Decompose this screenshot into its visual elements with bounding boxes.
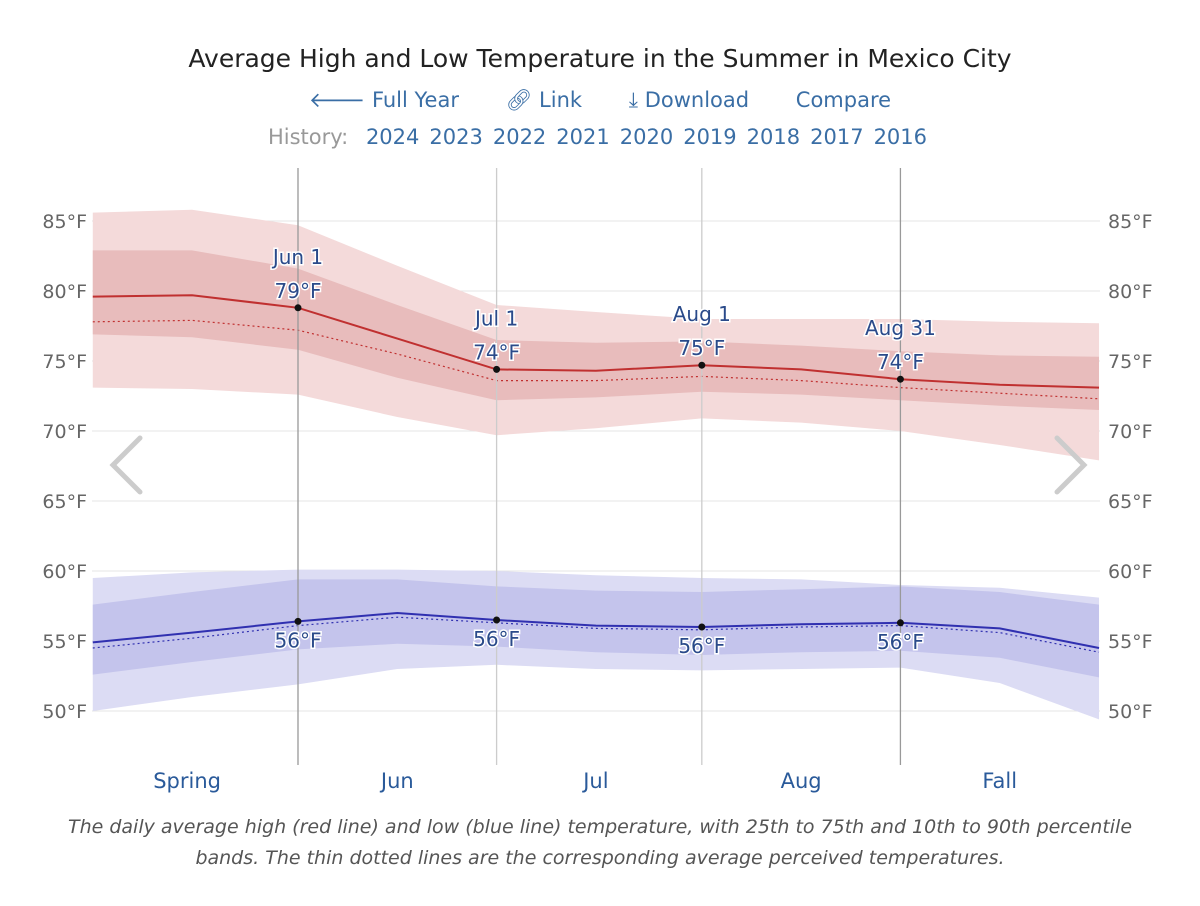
annotation-low: 56°F <box>275 628 322 652</box>
annotation-high: 74°F <box>877 350 924 374</box>
annotation-low: 56°F <box>473 627 520 651</box>
history-year-link[interactable]: 2017 <box>810 125 864 149</box>
download-icon: ⤓ <box>628 88 639 112</box>
y-tick-right: 50°F <box>1108 701 1153 723</box>
x-label: Jun <box>379 769 414 793</box>
y-tick-left: 75°F <box>42 351 87 373</box>
annotation-date: Aug 1 <box>673 302 731 326</box>
x-label: Fall <box>982 769 1017 793</box>
high-point <box>294 304 302 312</box>
high-point <box>493 365 501 373</box>
chart-title: Average High and Low Temperature in the … <box>188 44 1012 73</box>
y-tick-left: 65°F <box>42 491 87 513</box>
link-icon: 🔗︎ <box>505 88 533 112</box>
link-link[interactable]: 🔗︎ Link <box>505 88 583 112</box>
y-tick-left: 60°F <box>42 561 87 583</box>
y-tick-right: 85°F <box>1108 211 1153 233</box>
full-year-link[interactable]: 🡐 Full Year <box>308 88 459 112</box>
y-tick-left: 50°F <box>42 701 87 723</box>
low-point <box>493 616 501 624</box>
annotation-high: 79°F <box>275 279 322 303</box>
compare-link[interactable]: Compare <box>795 88 892 112</box>
y-tick-right: 70°F <box>1108 421 1153 443</box>
annotation-high: 75°F <box>678 336 725 360</box>
low-point <box>896 619 904 627</box>
history-year-link[interactable]: 2016 <box>873 125 928 149</box>
y-tick-right: 60°F <box>1108 561 1153 583</box>
y-tick-left: 70°F <box>42 421 87 443</box>
y-tick-left: 80°F <box>42 281 87 303</box>
history-year-link[interactable]: 2019 <box>683 125 737 149</box>
y-tick-right: 80°F <box>1108 281 1153 303</box>
history-year-link[interactable]: 2024 <box>365 125 420 149</box>
chevron-right-icon[interactable] <box>1054 435 1088 495</box>
x-label: Aug <box>781 769 822 793</box>
high-band-10-90 <box>92 209 1100 461</box>
arrow-left-icon: 🡐 <box>308 88 366 112</box>
annotation-low: 56°F <box>678 634 725 658</box>
high-avg-line <box>92 294 1100 389</box>
history-year-link[interactable]: 2023 <box>429 125 483 149</box>
low-point <box>294 617 302 625</box>
chevron-left-icon[interactable] <box>109 435 143 495</box>
chart-nav: 🡐 Full Year 🔗︎ Link ⤓ Download Compare <box>0 88 1200 113</box>
annotation-low: 56°F <box>877 630 924 654</box>
annotation-high: 74°F <box>473 340 520 364</box>
annotation-date: Jul 1 <box>473 306 518 330</box>
download-link[interactable]: ⤓ Download <box>628 88 750 112</box>
y-tick-right: 55°F <box>1108 631 1153 653</box>
history-year-link[interactable]: 2018 <box>746 125 801 149</box>
history-bar: History: 2024 2023 2022 2021 2020 2019 2018 201… <box>0 125 1200 149</box>
history-year-link[interactable]: 2020 <box>619 125 674 149</box>
y-tick-left: 85°F <box>42 211 87 233</box>
annotation-date: Aug 31 <box>865 316 936 340</box>
high-point <box>698 361 706 369</box>
x-label: Spring <box>153 769 221 793</box>
history-year-link[interactable]: 2022 <box>492 125 547 149</box>
history-label: History: <box>267 125 349 149</box>
high-perceived-line <box>92 319 1100 400</box>
high-band-25-75 <box>92 250 1100 410</box>
y-tick-left: 55°F <box>42 631 87 653</box>
low-avg-line <box>92 611 1100 649</box>
history-year-link[interactable]: 2021 <box>556 125 610 149</box>
low-point <box>698 623 706 631</box>
y-tick-right: 65°F <box>1108 491 1153 513</box>
low-perceived-line <box>92 616 1100 653</box>
y-tick-right: 75°F <box>1108 351 1153 373</box>
chart-caption: The daily average high (red line) and lo… <box>67 816 1133 869</box>
x-label: Jul <box>581 769 608 793</box>
annotation-date: Jun 1 <box>271 245 323 269</box>
high-point <box>896 375 904 383</box>
